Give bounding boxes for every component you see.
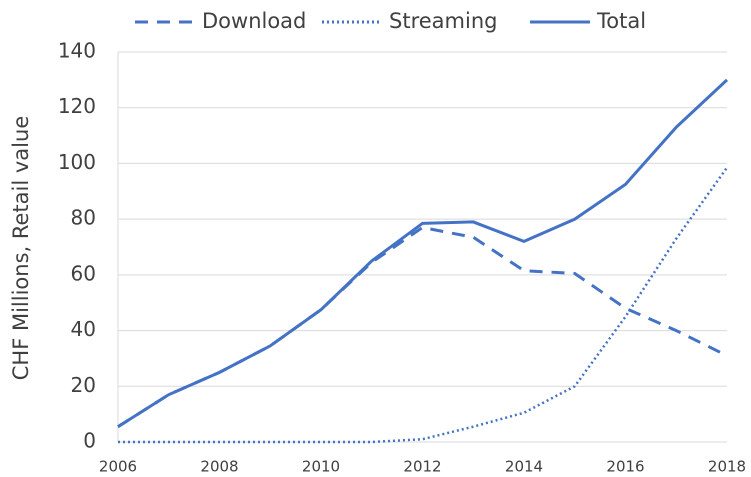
- y-axis-label: CHF Millions, Retail value: [9, 116, 33, 381]
- series-line: [117, 78, 729, 428]
- y-tick-label: 0: [83, 429, 96, 453]
- x-tick-label: 2008: [200, 458, 238, 476]
- series-line: [117, 225, 728, 428]
- x-tick-label: 2018: [708, 458, 746, 476]
- y-tick-label: 80: [71, 206, 96, 230]
- y-tick-label: 60: [71, 261, 96, 285]
- x-tick-label: 2010: [302, 458, 340, 476]
- y-tick-label: 100: [58, 150, 96, 174]
- y-tick-label: 140: [58, 39, 96, 63]
- legend-label: Download: [202, 9, 306, 33]
- x-tick-label: 2006: [99, 458, 137, 476]
- x-tick-label: 2014: [505, 458, 543, 476]
- series-line: [118, 166, 729, 444]
- y-tick-label: 40: [71, 317, 96, 341]
- legend-label: Total: [596, 9, 646, 33]
- legend-label: Streaming: [389, 9, 497, 33]
- y-tick-label: 120: [58, 94, 96, 118]
- x-tick-label: 2016: [606, 458, 644, 476]
- y-tick-label: 20: [71, 373, 96, 397]
- x-tick-label: 2012: [403, 458, 441, 476]
